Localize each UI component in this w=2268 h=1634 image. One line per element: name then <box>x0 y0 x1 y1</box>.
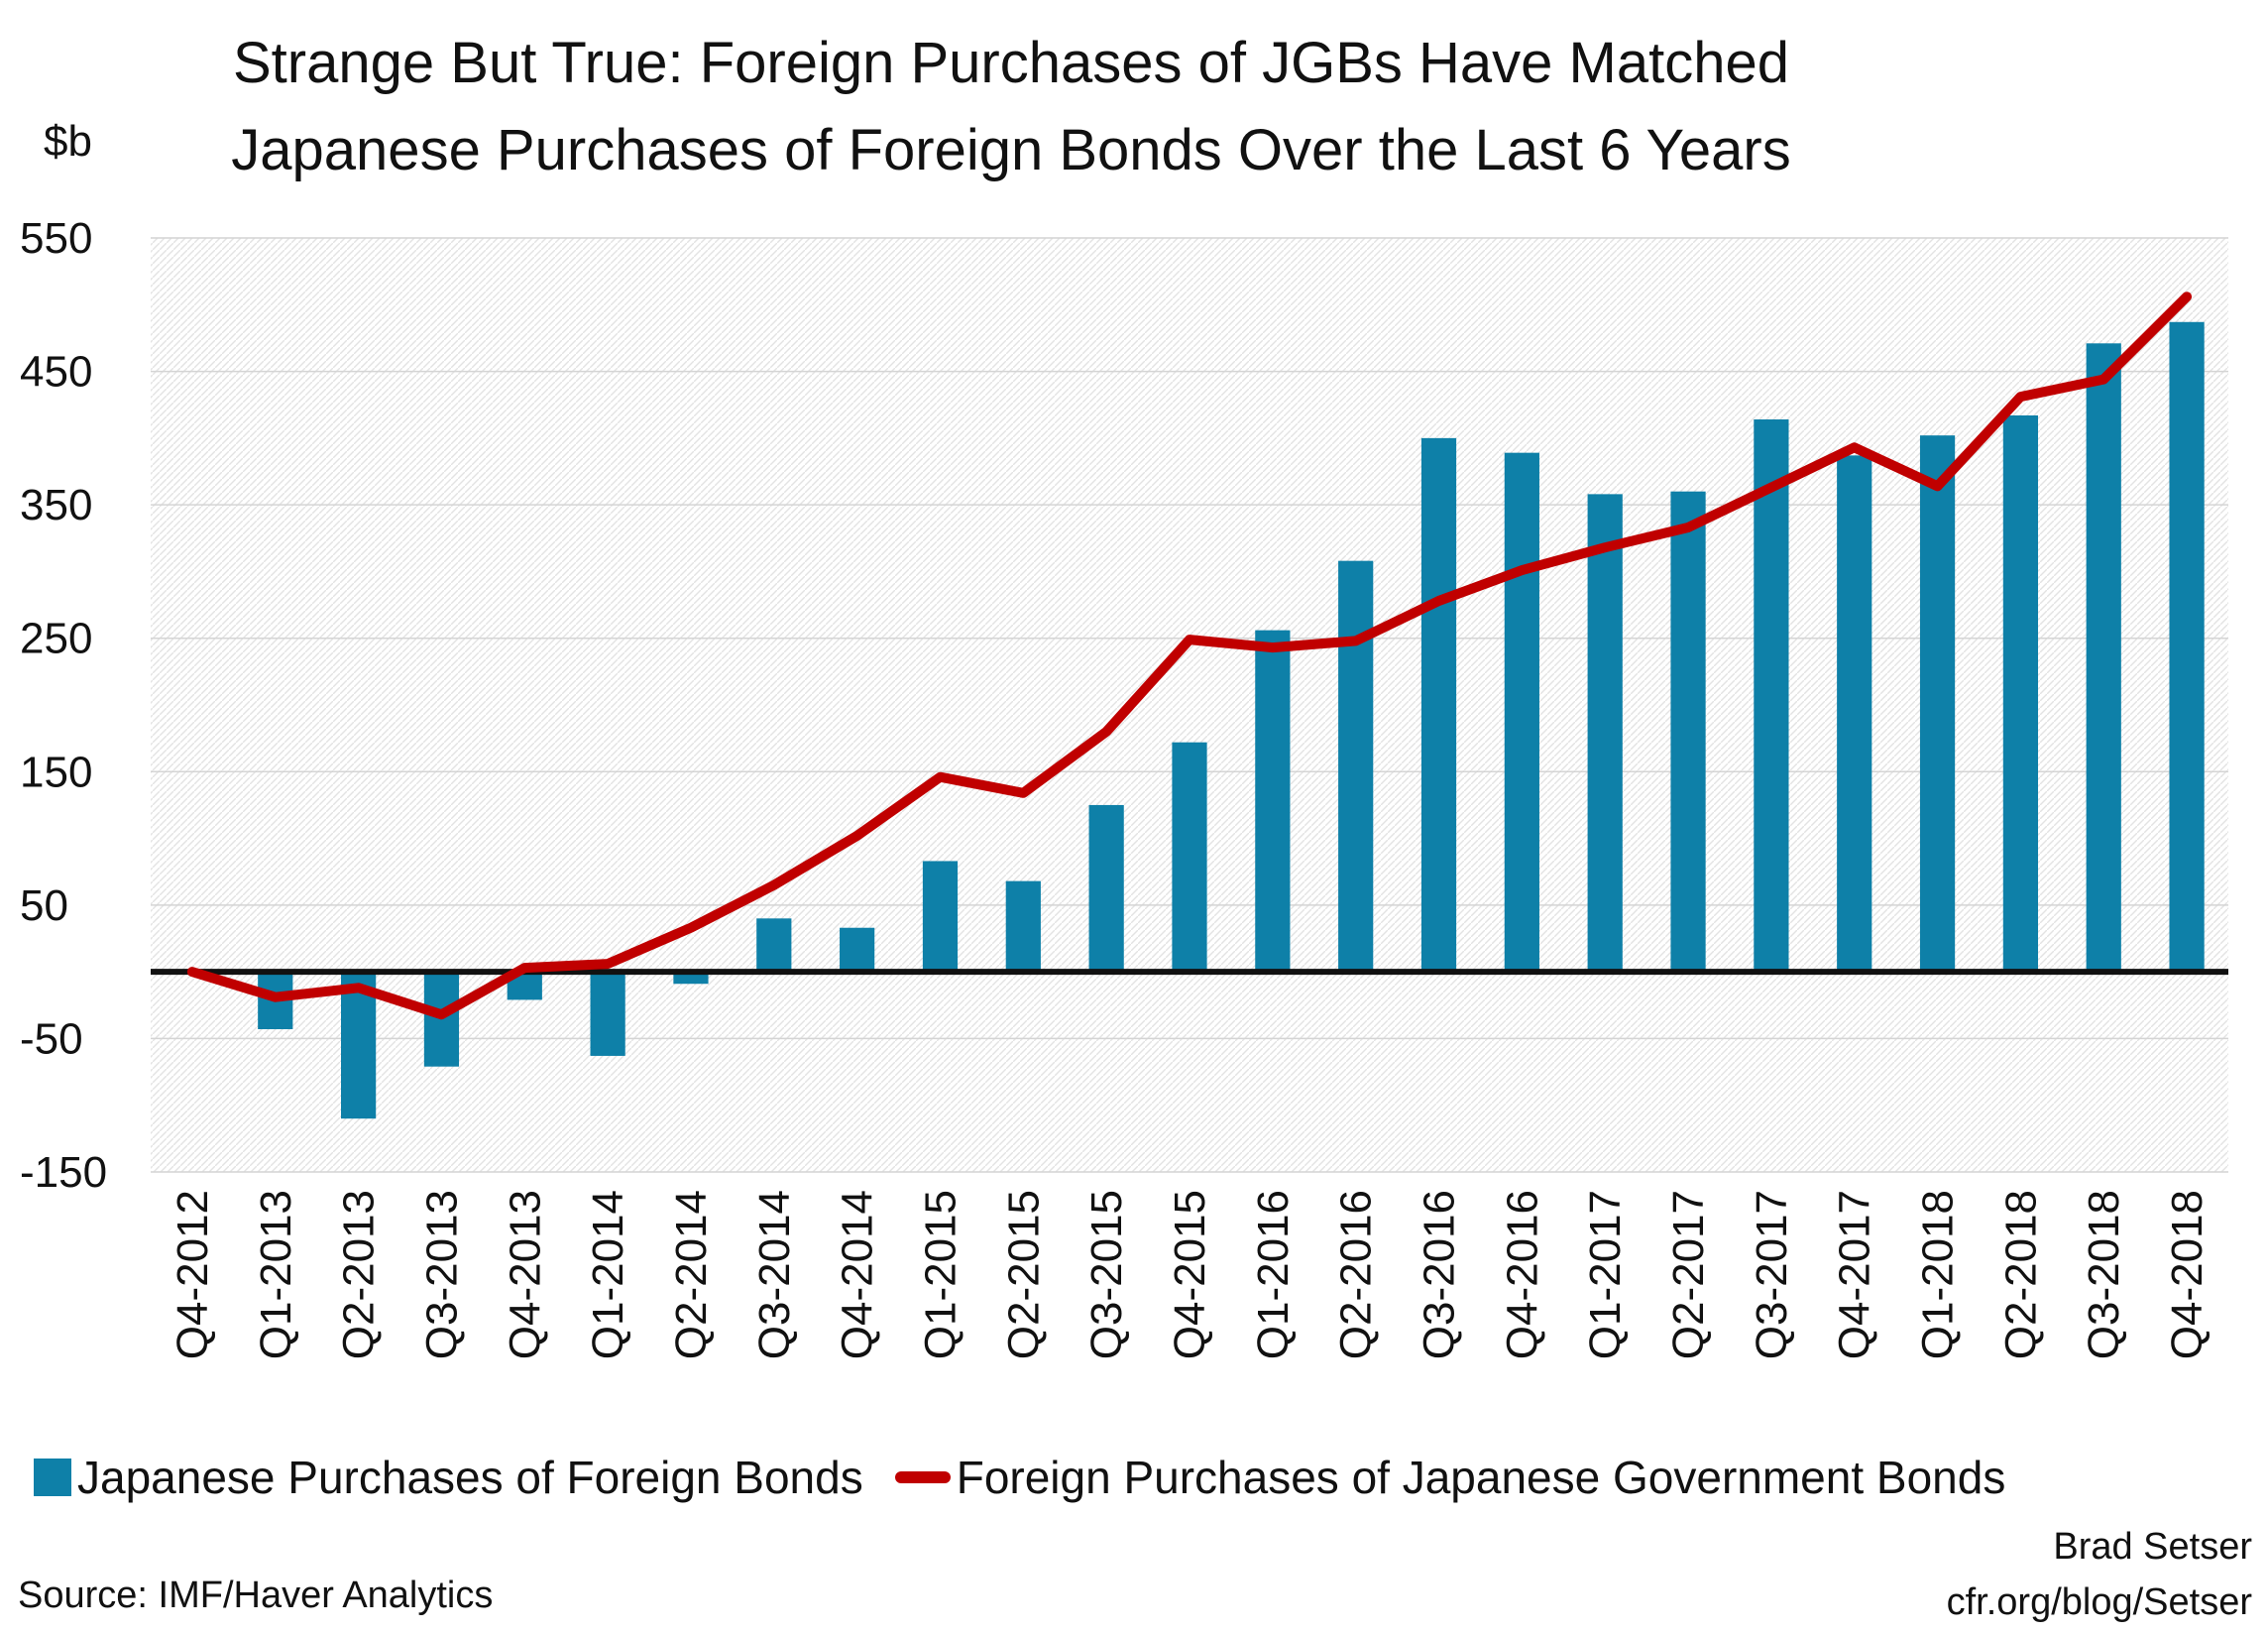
source-note: Source: IMF/Haver Analytics <box>18 1575 494 1616</box>
bar <box>673 972 709 985</box>
x-tick-label: Q2-2016 <box>1332 1190 1381 1359</box>
legend-bar-swatch <box>34 1459 71 1496</box>
x-tick-label: Q4-2012 <box>169 1190 217 1359</box>
x-tick-label: Q4-2018 <box>2163 1190 2211 1359</box>
x-tick-label: Q3-2018 <box>2080 1190 2128 1359</box>
x-tick-label: Q1-2018 <box>1914 1190 1963 1359</box>
x-tick-label: Q1-2014 <box>584 1190 632 1359</box>
bar <box>2086 343 2121 973</box>
legend-line-swatch <box>894 1471 951 1483</box>
bar <box>922 861 959 973</box>
author-url: cfr.org/blog/Setser <box>1946 1581 2252 1623</box>
y-tick-label: 50 <box>20 881 68 930</box>
x-tick-label: Q4-2016 <box>1498 1190 1546 1359</box>
x-tick-label: Q3-2016 <box>1416 1190 1464 1359</box>
author-name: Brad Setser <box>2053 1526 2252 1568</box>
y-tick-label: 550 <box>20 214 92 263</box>
x-tick-label: Q2-2017 <box>1664 1190 1713 1359</box>
y-tick-label: 150 <box>20 748 92 796</box>
bar-series <box>258 321 2205 1119</box>
bar <box>1005 880 1041 973</box>
y-tick-label: 250 <box>20 615 92 663</box>
x-tick-label: Q2-2015 <box>999 1190 1048 1359</box>
x-tick-label: Q3-2013 <box>417 1190 466 1359</box>
y-tick-label: -50 <box>20 1014 83 1063</box>
x-tick-label: Q3-2017 <box>1748 1190 1796 1359</box>
chart-title: Strange But True: Foreign Purchases of J… <box>159 20 1864 194</box>
x-tick-label: Q1-2013 <box>252 1190 300 1359</box>
bar <box>1754 419 1789 973</box>
chart-title-line-1: Strange But True: Foreign Purchases of J… <box>233 31 1789 95</box>
bar <box>1172 742 1207 973</box>
bar <box>840 927 875 973</box>
y-tick-label: -150 <box>20 1148 107 1197</box>
x-tick-label: Q2-2013 <box>335 1190 384 1359</box>
x-tick-label: Q2-2018 <box>1996 1190 2045 1359</box>
bar <box>590 972 625 1056</box>
bar <box>756 918 792 973</box>
x-tick-label: Q4-2014 <box>834 1190 882 1359</box>
x-axis-ticks: Q4-2012 Q1-2013 Q2-2013 Q3-2013 Q4-2013 Q1-20… <box>169 1190 2211 1359</box>
author-credit: Brad Setser cfr.org/blog/Setser <box>1947 1519 2252 1630</box>
x-tick-label: Q1-2017 <box>1581 1190 1630 1359</box>
bar <box>1255 630 1291 973</box>
y-axis-ticks: 550 450 350 250 150 50 -50 -150 <box>20 214 107 1197</box>
bar <box>1504 452 1539 973</box>
bar <box>1338 560 1374 973</box>
bar <box>1670 491 1706 973</box>
bar <box>1088 804 1124 973</box>
x-tick-label: Q4-2017 <box>1831 1190 1879 1359</box>
y-tick-label: 450 <box>20 348 92 397</box>
bar <box>1919 435 1956 973</box>
line-series <box>186 292 2193 1020</box>
bar <box>2002 414 2039 973</box>
x-tick-label: Q4-2015 <box>1166 1190 1214 1359</box>
bar <box>2169 321 2205 973</box>
legend-bar-label: Japanese Purchases of Foreign Bonds <box>77 1452 863 1503</box>
x-tick-label: Q1-2016 <box>1249 1190 1298 1359</box>
y-tick-label: 350 <box>20 481 92 529</box>
x-tick-label: Q4-2013 <box>501 1190 549 1359</box>
legend: Japanese Purchases of Foreign Bonds Fore… <box>34 1446 2005 1509</box>
series-line <box>186 292 2193 1020</box>
bar <box>1837 455 1872 973</box>
x-tick-label: Q3-2014 <box>750 1190 799 1359</box>
chart-title-line-2: Japanese Purchases of Foreign Bonds Over… <box>231 118 1791 182</box>
bar <box>1587 494 1623 973</box>
y-axis-unit-label: $b <box>44 117 92 166</box>
x-tick-label: Q2-2014 <box>667 1190 716 1359</box>
x-tick-label: Q1-2015 <box>916 1190 964 1359</box>
plot-area-background <box>151 238 2228 1172</box>
legend-line-label: Foreign Purchases of Japanese Government… <box>956 1452 2006 1503</box>
bar <box>1420 437 1457 973</box>
x-tick-label: Q3-2015 <box>1082 1190 1131 1359</box>
